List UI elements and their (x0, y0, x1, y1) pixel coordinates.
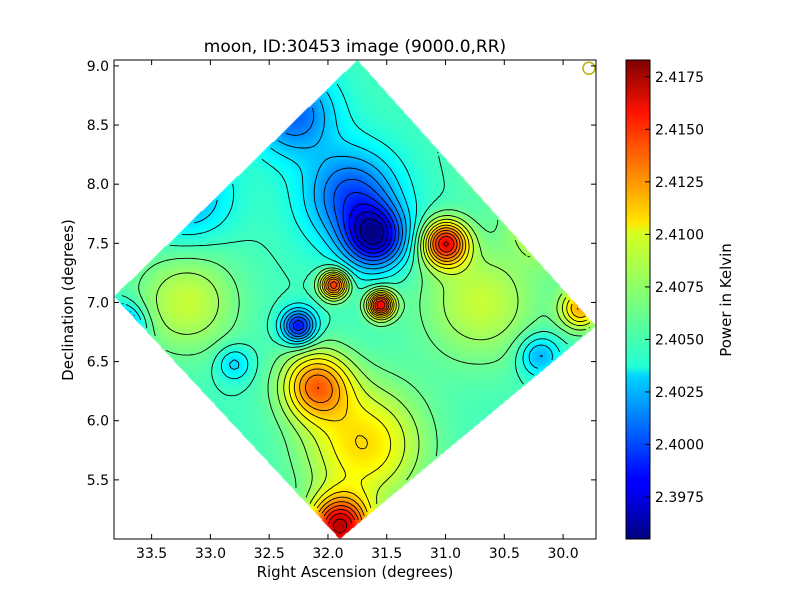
colorbar-tick-label: 2.4125 (655, 175, 704, 191)
y-tick-label: 6.5 (87, 355, 109, 371)
y-tick-label: 8.0 (87, 177, 109, 193)
x-tick-label: 30.5 (489, 546, 520, 562)
x-axis-label: Right Ascension (degrees) (257, 563, 454, 581)
y-tick-label: 7.5 (87, 236, 109, 252)
y-tick-label: 9.0 (87, 59, 109, 75)
colorbar-label: Power in Kelvin (717, 243, 735, 357)
colorbar-tick-label: 2.4025 (655, 385, 704, 401)
x-tick-label: 31.0 (430, 546, 461, 562)
x-axis-ticks: 33.5 33.0 32.5 32.0 31.5 31.0 30.5 30.0 (136, 60, 579, 562)
y-tick-label: 7.0 (87, 295, 109, 311)
plot-area (114, 60, 596, 539)
chart-title: moon, ID:30453 image (9000.0,RR) (204, 37, 506, 57)
colorbar-tick-label: 2.4000 (655, 437, 704, 453)
colorbar-tick-label: 2.4175 (655, 70, 704, 86)
beam-marker (582, 61, 596, 76)
plot-frame (113, 59, 597, 540)
colorbar-tick-label: 2.4100 (655, 227, 704, 243)
x-tick-label: 30.0 (547, 546, 578, 562)
colorbar (625, 59, 651, 540)
colorbar-tick-label: 2.4075 (655, 280, 704, 296)
colorbar-tick-label: 2.3975 (655, 490, 704, 506)
colorbar-tick-label: 2.4050 (655, 332, 704, 348)
y-tick-label: 6.0 (87, 414, 109, 430)
heatmap-image (114, 60, 596, 539)
x-tick-label: 33.5 (136, 546, 167, 562)
y-axis-label: Declination (degrees) (59, 219, 77, 381)
y-tick-label: 8.5 (87, 118, 109, 134)
y-axis-ticks: 5.5 6.0 6.5 7.0 7.5 8.0 8.5 9.0 (87, 59, 596, 489)
colorbar-tick-label: 2.4150 (655, 122, 704, 138)
x-tick-label: 32.0 (312, 546, 343, 562)
y-tick-label: 5.5 (87, 473, 109, 489)
contour-lines (121, 83, 591, 534)
contour-path (121, 83, 591, 534)
x-tick-label: 32.5 (254, 546, 285, 562)
colorbar-ticks: 2.3975 2.4000 2.4025 2.4050 2.4075 2.4100 2.41… (645, 70, 704, 506)
x-tick-label: 33.0 (195, 546, 226, 562)
x-tick-label: 31.5 (371, 546, 402, 562)
